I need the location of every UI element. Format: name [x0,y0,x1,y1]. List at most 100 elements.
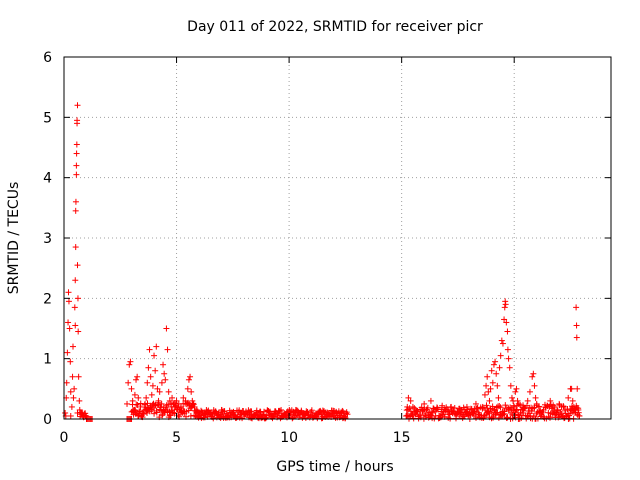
data-point [501,304,508,311]
data-point [152,367,159,374]
data-point [435,406,442,413]
data-point [319,407,326,414]
data-point [210,415,217,422]
data-point [191,403,198,410]
data-point [524,397,531,404]
data-point [180,394,187,401]
data-point [253,407,260,414]
data-point [65,319,72,326]
data-point [481,391,488,398]
data-point [248,408,255,415]
data-point [66,325,73,332]
data-point [151,352,158,359]
data-point [71,385,78,392]
data-point [162,376,169,383]
data-point [75,373,82,380]
data-point [72,277,79,284]
data-point [486,397,493,404]
data-point [448,403,455,410]
data-point [485,388,492,395]
data-point [73,150,80,157]
data-point [483,402,490,409]
data-point [546,414,553,421]
data-point [488,367,495,374]
data-point [540,406,547,413]
data-point [533,400,540,407]
data-point [65,298,72,305]
x-tick-label: 15 [393,430,411,446]
data-point [129,397,136,404]
data-point [159,412,166,419]
data-point [528,408,535,415]
data-point [144,379,151,386]
data-point [439,402,446,409]
data-point [497,352,504,359]
data-point [143,394,150,401]
data-point [513,385,520,392]
data-point [526,388,533,395]
data-point [576,412,583,419]
y-tick-label: 6 [43,50,52,66]
data-point [535,403,542,410]
x-tick-label: 10 [280,430,298,446]
data-point [70,394,77,401]
data-point [133,376,140,383]
data-point [137,403,144,410]
data-point [501,408,508,415]
data-point [342,414,349,421]
data-point [483,382,490,389]
data-point [73,141,80,148]
data-point [479,403,486,410]
data-point [169,394,176,401]
data-point [75,328,82,335]
data-point [166,397,173,404]
data-point [67,358,74,365]
data-point [67,388,74,395]
data-point [532,394,539,401]
data-point [76,406,83,413]
data-point [457,406,464,413]
data-point [504,346,511,353]
data-point [74,262,81,269]
data-point [74,295,81,302]
x-axis-label: GPS time / hours [276,459,393,475]
data-point [409,403,416,410]
data-point [489,403,496,410]
data-point [573,334,580,341]
data-point [574,385,581,392]
data-point [489,379,496,386]
data-point [171,403,178,410]
data-point [148,391,155,398]
chart-title: Day 011 of 2022, SRMTID for receiver pic… [187,19,483,35]
data-point [501,316,508,323]
data-point [570,403,577,410]
data-point [239,415,246,422]
data-point [161,370,168,377]
data-point [278,406,285,413]
y-tick-label: 4 [43,171,52,187]
data-point [134,373,141,380]
data-point [573,322,580,329]
x-tick-label: 20 [505,430,523,446]
data-point [507,382,514,389]
data-point [308,407,315,414]
data-point [72,198,79,205]
data-point [218,406,225,413]
data-point [184,385,191,392]
y-tick-label: 0 [43,412,52,428]
data-point [140,411,147,418]
data-point [565,394,572,401]
data-point [276,408,283,415]
data-point [76,397,83,404]
data-point [292,406,299,413]
data-point [484,373,491,380]
data-point [520,403,527,410]
data-point [514,397,521,404]
data-point [496,403,503,410]
data-point [125,379,132,386]
y-axis-label: SRMTID / TECUs [6,182,22,295]
data-point [495,394,502,401]
data-point [569,397,576,404]
y-tick-label: 3 [43,231,52,247]
data-point [344,411,351,418]
